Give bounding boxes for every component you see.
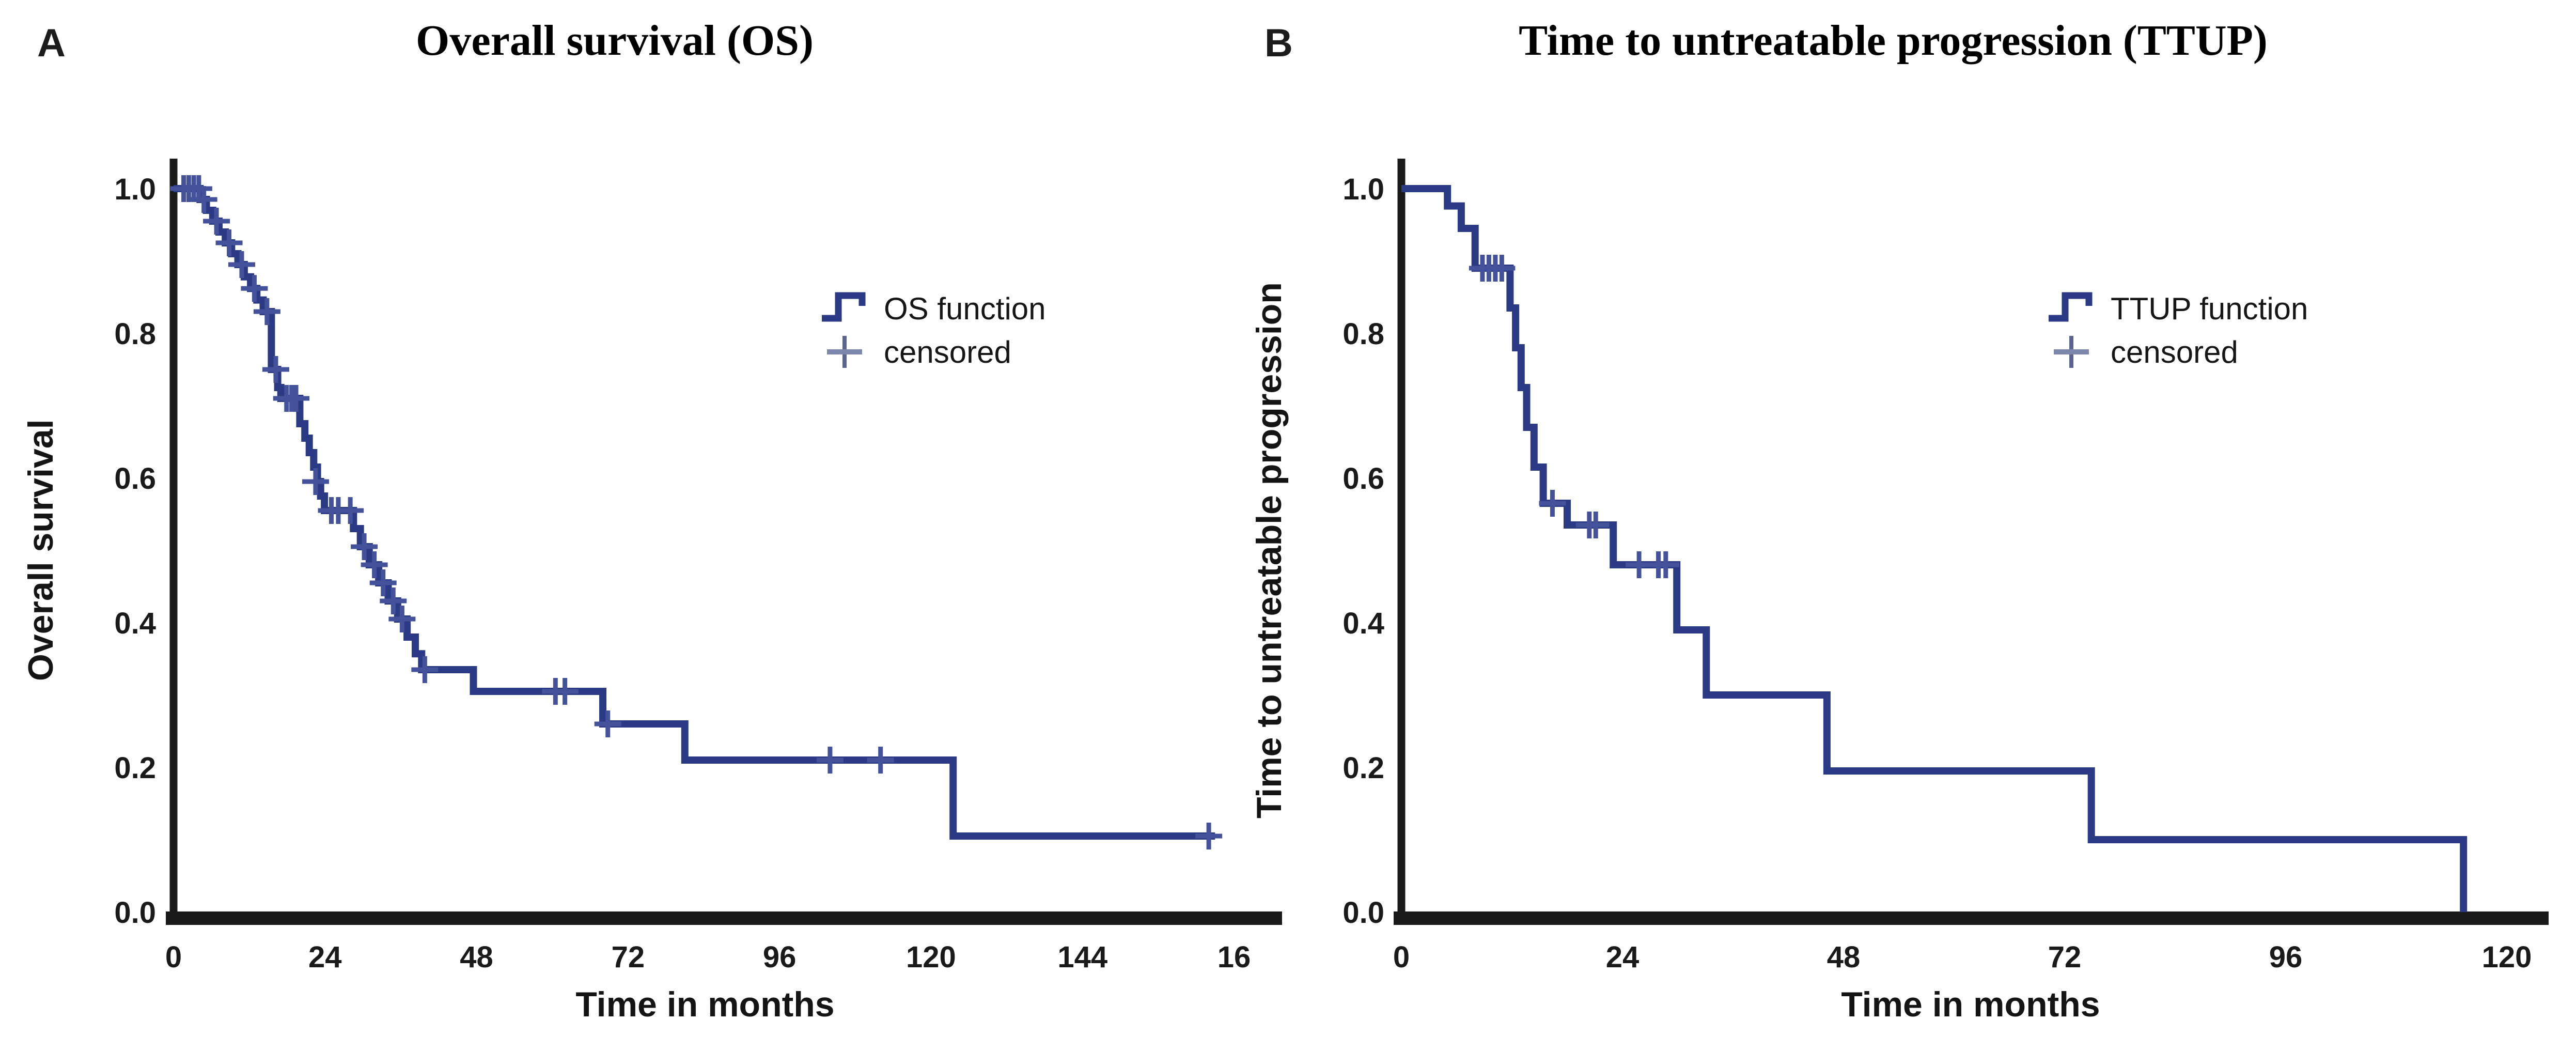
plus-icon [2054, 336, 2089, 368]
panel-b-title: Time to untreatable progression (TTUP) [1519, 17, 2268, 65]
panel-a-letter: A [37, 21, 66, 65]
panel-b-plot: 0 24 48 72 96 120 1.0 0.8 0.6 0.4 0.2 0.0 [1342, 159, 2549, 974]
censor-mark [1195, 823, 1223, 849]
y-tick-label: 0.0 [114, 896, 156, 930]
y-tick-label: 0.6 [1342, 462, 1384, 496]
x-tick-label: 0 [165, 940, 182, 974]
x-tick-label: 24 [1606, 940, 1640, 974]
x-tick-label: 24 [308, 940, 342, 974]
censor-mark [337, 497, 364, 524]
x-tick-label: 72 [612, 940, 645, 974]
y-tick-label: 0.0 [1342, 896, 1384, 930]
x-tick-label: 72 [2048, 940, 2082, 974]
panel-a-legend-censored-row: censored [819, 333, 1046, 371]
panel-a-legend-series-label: OS function [884, 291, 1046, 326]
censor-mark [215, 229, 243, 256]
y-tick-label: 0.4 [1342, 607, 1384, 640]
y-tick-label: 0.6 [114, 462, 156, 496]
panel-a-y-axis-title: Overall survival [21, 419, 60, 682]
panel-b-legend-censored-label: censored [2111, 334, 2238, 369]
censor-mark [867, 747, 894, 774]
censor-mark [351, 533, 378, 560]
y-tick-label: 0.4 [114, 607, 156, 640]
panel-a-legend-series-row: OS function [819, 289, 1046, 328]
y-tick-label: 0.2 [1342, 751, 1384, 785]
plus-icon [827, 336, 862, 368]
panel-b-legend-series-row: TTUP function [2046, 289, 2308, 328]
x-tick-label: 96 [763, 940, 797, 974]
step-line-icon [2049, 292, 2093, 322]
y-tick-label: 1.0 [1342, 173, 1384, 206]
y-tick-label: 0.2 [114, 751, 156, 785]
censor-mark [1582, 512, 1610, 538]
panel-b-legend-series-label: TTUP function [2111, 291, 2308, 326]
y-tick-label: 1.0 [114, 173, 156, 206]
panel-b-x-axis-title: Time in months [1841, 985, 2100, 1024]
x-tick-label: 48 [460, 940, 493, 974]
censor-mark [241, 275, 268, 302]
censor-mark [411, 656, 439, 683]
censor-mark [262, 356, 289, 383]
censor-mark [203, 208, 230, 235]
censor-mark [380, 588, 407, 614]
panel-a-x-axis-title: Time in months [575, 985, 835, 1024]
panel-a-plot: 0 24 48 72 96 120 144 16 1.0 0.8 0.6 0.4 0.2 0.0 [114, 159, 1282, 974]
panel-b-y-axis-title: Time to untreatable progression [1250, 282, 1289, 818]
censor-mark [816, 747, 844, 774]
censor-mark [388, 606, 416, 632]
x-tick-label: 96 [2269, 940, 2303, 974]
y-tick-label: 0.8 [114, 317, 156, 351]
x-tick-label: 120 [2482, 940, 2532, 974]
censor-mark [1652, 551, 1679, 578]
panel-b-legend: TTUP function censored [2046, 289, 2308, 371]
panel-b-letter: B [1264, 21, 1293, 65]
step-line-icon [822, 292, 866, 322]
censor-mark [283, 385, 310, 412]
km-curve [1401, 185, 2468, 912]
censor-mark [253, 298, 280, 325]
x-tick-label: 48 [1827, 940, 1861, 974]
censor-mark [228, 251, 255, 278]
panel-b-legend-censored-row: censored [2046, 333, 2308, 371]
censor-mark [361, 551, 388, 578]
y-tick-label: 0.8 [1342, 317, 1384, 351]
censor-mark [1539, 490, 1566, 517]
censor-mark [190, 186, 217, 213]
x-tick-label: 16 [1217, 940, 1251, 974]
censor-mark [551, 678, 579, 705]
censor-mark [1488, 255, 1516, 282]
x-tick-label: 144 [1057, 940, 1107, 974]
x-tick-label: 0 [1393, 940, 1410, 974]
x-tick-label: 120 [906, 940, 956, 974]
panel-a-legend-censored-label: censored [884, 334, 1011, 369]
panel-a-title: Overall survival (OS) [416, 17, 814, 65]
km-curve [174, 185, 1215, 840]
censor-mark [594, 710, 621, 737]
panel-a-legend: OS function censored [819, 289, 1046, 371]
censor-mark [302, 468, 329, 495]
censor-mark [369, 569, 397, 596]
